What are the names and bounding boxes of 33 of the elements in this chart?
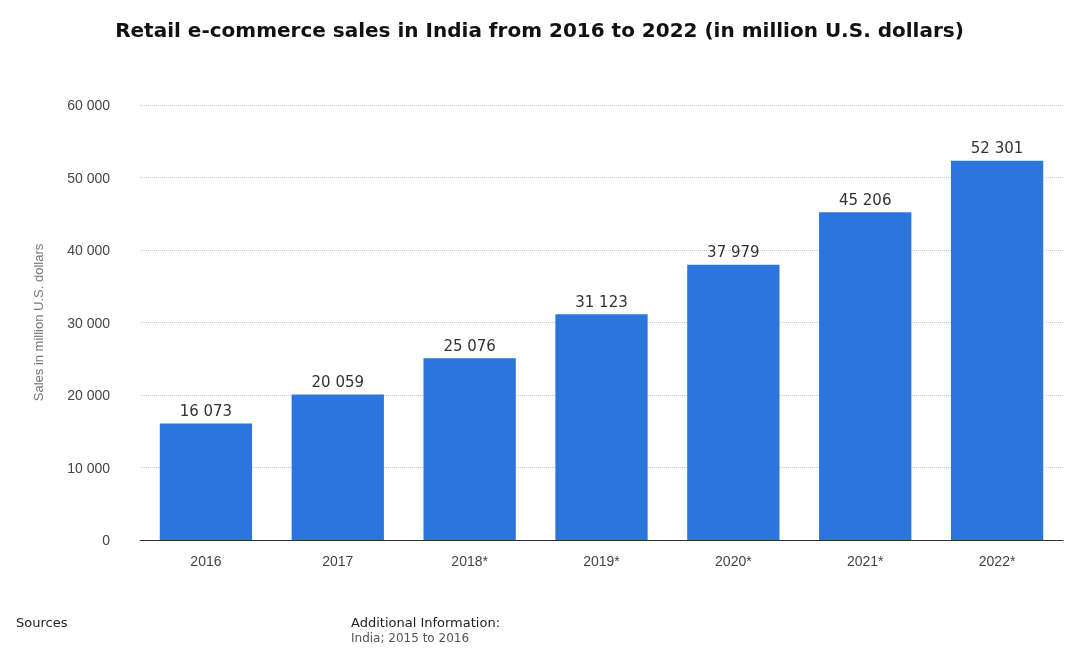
text: Additional Information:	[351, 615, 501, 630]
bar	[687, 264, 780, 540]
x-tick-label: 2022*	[978, 553, 1016, 569]
x-tick-label: 2018*	[451, 553, 489, 569]
data-label: 20 059	[311, 373, 365, 392]
text: Sources	[16, 615, 68, 630]
bar	[423, 358, 516, 540]
bar	[950, 160, 1044, 540]
y-tick-label: 30 000	[67, 314, 111, 331]
y-axis-title: Sales in million U.S. dollars	[31, 243, 46, 402]
y-tick-label: 40 000	[67, 242, 111, 258]
data-label: 52 301	[970, 139, 1024, 158]
bar	[555, 314, 648, 540]
data-label: 37 979	[707, 243, 760, 262]
bar	[819, 212, 912, 540]
y-tick-label: 60 000	[67, 97, 111, 113]
chart-title: Retail e-commerce sales in India from 2016 to 2022 (in million U.S. dollars)	[115, 18, 964, 42]
data-label: 16 073	[179, 401, 233, 420]
x-tick-label: 2021*	[846, 553, 885, 569]
data-label: 25 076	[443, 336, 496, 355]
x-tick-label: 2019*	[583, 553, 621, 569]
data-label: 31 123	[575, 292, 628, 311]
y-tick-label: 0	[102, 532, 111, 548]
data-label: 45 206	[838, 190, 892, 209]
x-tick-label: 2017	[322, 553, 354, 569]
x-tick-label: 2020*	[715, 553, 753, 569]
bar	[291, 394, 384, 540]
y-tick-label: 10 000	[67, 459, 111, 476]
y-tick-label: 20 000	[67, 387, 111, 403]
x-tick-label: 2016	[190, 553, 222, 569]
y-tick-label: 50 000	[67, 169, 111, 186]
bar	[159, 423, 253, 540]
text: India; 2015 to 2016	[351, 631, 470, 645]
